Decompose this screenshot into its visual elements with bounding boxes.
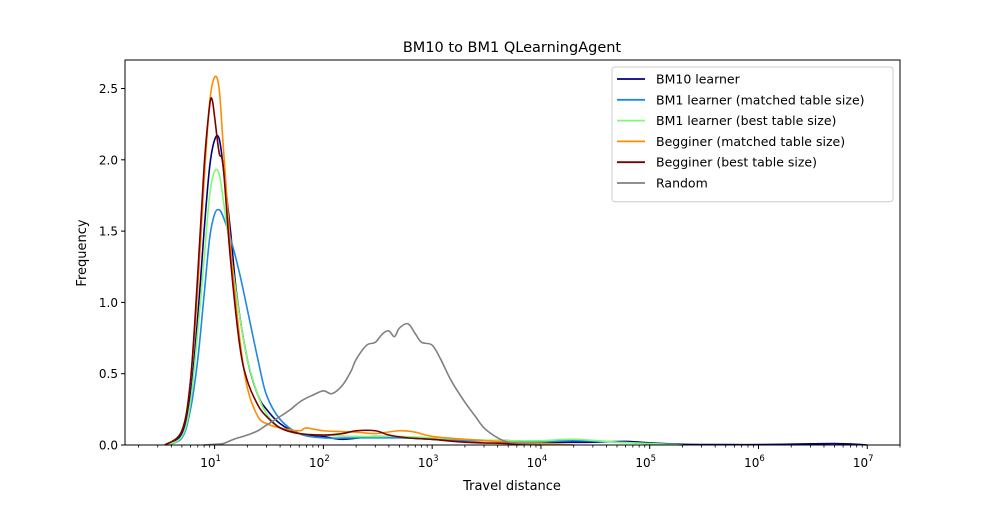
y-tick-label-5: 2.0 [99, 153, 118, 167]
series-layer [164, 75, 868, 446]
y-tick-label-4: 1.5 [99, 225, 118, 239]
x-axis: 101 102 103 104 105 106 107 [138, 445, 901, 470]
y-axis: 0.0 0.5 1.0 1.5 2.0 2.5 [99, 82, 125, 453]
y-tick-label-2: 0.5 [99, 367, 118, 381]
legend-box [611, 66, 894, 203]
series-line-6 [204, 322, 542, 446]
plot-frame [124, 59, 901, 446]
x-tick-label-5: 105 [635, 454, 656, 470]
series-line-5 [164, 97, 541, 446]
x-tick-label-1: 101 [200, 454, 221, 470]
legend-label-3: BM1 learner (best table size) [656, 113, 836, 128]
x-tick-label-3: 103 [418, 454, 439, 470]
series-line-4 [164, 75, 574, 446]
series-line-3 [164, 168, 683, 446]
x-tick-label-6: 106 [744, 454, 765, 470]
legend-label-1: BM10 learner [656, 72, 741, 87]
x-axis-label: Travel distance [462, 479, 561, 494]
y-tick-label-6: 2.5 [99, 82, 118, 96]
x-tick-label-4: 104 [527, 454, 548, 470]
legend-label-6: Random [656, 176, 708, 191]
y-axis-label: Frequency [75, 219, 90, 286]
legend-label-2: BM1 learner (matched table size) [656, 92, 865, 107]
series-line-1 [164, 134, 868, 446]
y-tick-label-1: 0.0 [99, 439, 118, 453]
x-tick-label-7: 107 [853, 454, 874, 470]
legend-label-5: Begginer (best table size) [656, 155, 817, 170]
legend-label-4: Begginer (matched table size) [656, 134, 845, 149]
y-tick-label-3: 1.0 [99, 296, 118, 310]
chart-legend: BM10 learner BM1 learner (matched table s… [611, 66, 894, 203]
chart-title: BM10 to BM1 QLearningAgent [403, 40, 622, 56]
series-line-2 [164, 208, 683, 446]
x-tick-label-2: 102 [309, 454, 330, 470]
